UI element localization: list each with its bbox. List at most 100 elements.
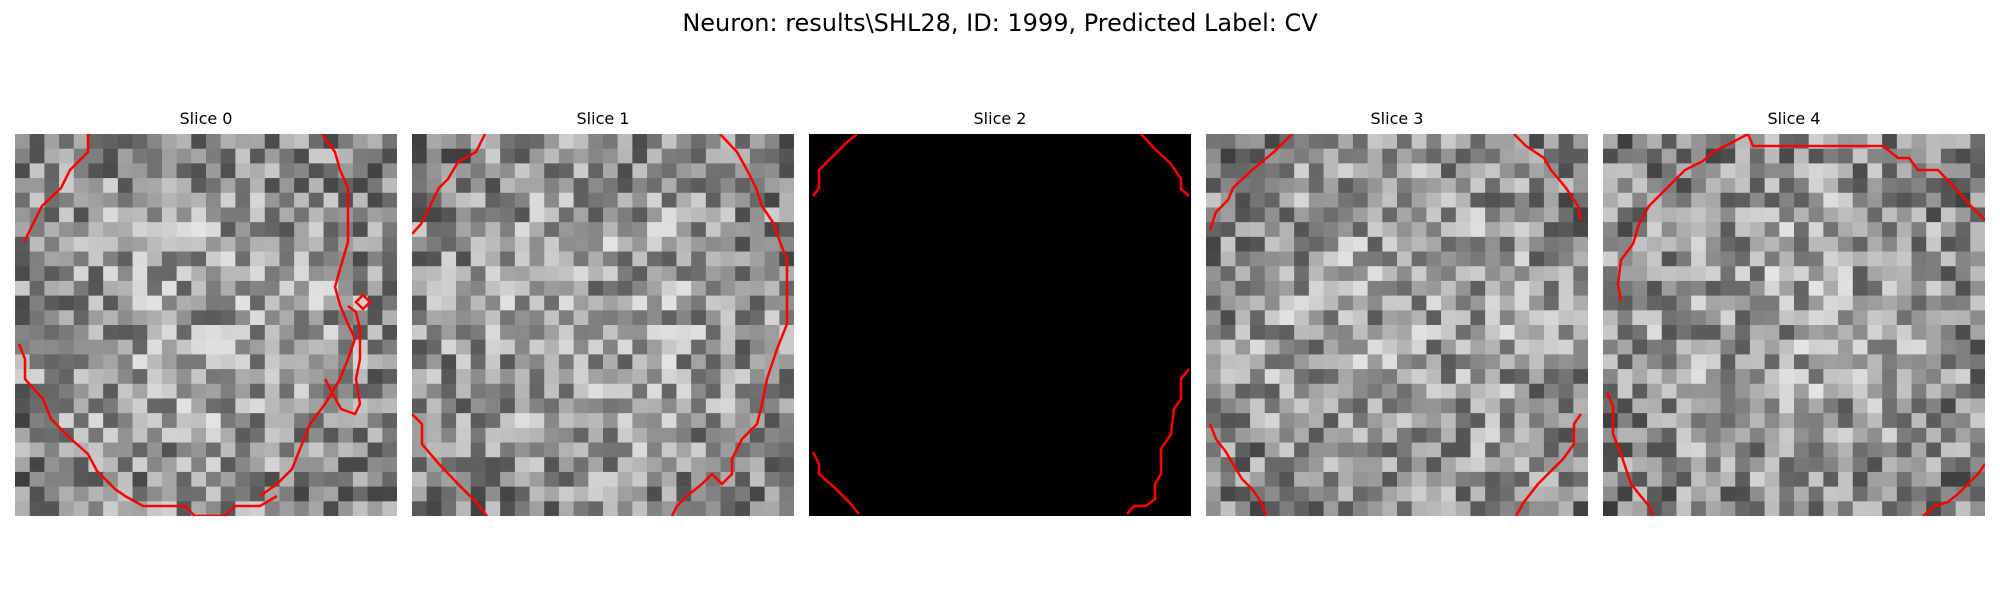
pixel — [1838, 310, 1854, 326]
pixel — [1323, 339, 1339, 355]
pixel — [117, 134, 134, 150]
pixel — [1617, 192, 1633, 209]
pixel — [338, 442, 354, 458]
pixel — [1867, 178, 1883, 194]
pixel — [1882, 486, 1898, 502]
pixel — [1235, 207, 1251, 223]
pixel — [1867, 148, 1883, 164]
pixel — [764, 310, 780, 326]
pixel — [1896, 251, 1913, 267]
pixel — [1852, 413, 1869, 429]
pixel — [1647, 471, 1663, 488]
pixel — [176, 192, 192, 209]
pixel — [1264, 280, 1281, 297]
pixel — [103, 222, 119, 238]
pixel — [617, 192, 633, 209]
pixel — [191, 339, 207, 355]
pixel — [647, 178, 663, 194]
pixel — [29, 413, 45, 429]
pixel — [1794, 207, 1810, 223]
pixel — [1955, 325, 1971, 341]
pixel — [1499, 369, 1516, 385]
pixel — [1411, 236, 1427, 253]
pixel — [676, 457, 692, 473]
pixel — [558, 471, 575, 488]
pixel — [206, 486, 222, 502]
pixel — [1617, 222, 1633, 238]
pixel — [1382, 501, 1398, 516]
pixel — [705, 163, 722, 179]
pixel — [147, 207, 163, 223]
pixel — [191, 398, 207, 414]
pixel — [1543, 251, 1560, 267]
pixel — [1250, 339, 1266, 355]
pixel — [1441, 383, 1457, 400]
pixel — [1764, 178, 1780, 194]
pixel — [308, 280, 325, 297]
pixel — [1235, 178, 1251, 194]
pixel — [1235, 339, 1251, 355]
pixel — [1499, 148, 1516, 164]
pixel — [59, 383, 75, 400]
pixel — [1661, 192, 1678, 209]
pixel — [132, 163, 148, 179]
pixel — [323, 266, 339, 282]
pixel — [279, 178, 295, 194]
pixel — [1426, 471, 1442, 488]
pixel — [1455, 148, 1472, 164]
pixel — [1647, 486, 1663, 502]
pixel — [250, 413, 266, 429]
pixel — [191, 280, 207, 297]
pixel — [1323, 251, 1339, 267]
pixel — [1529, 236, 1545, 253]
pixel — [1543, 457, 1560, 473]
pixel — [88, 471, 104, 488]
pixel — [1603, 398, 1619, 414]
pixel — [264, 134, 281, 150]
pixel — [412, 442, 428, 458]
pixel — [73, 339, 90, 355]
pixel — [470, 383, 487, 400]
pixel — [1896, 442, 1913, 458]
pixel — [1940, 413, 1957, 429]
pixel — [1250, 207, 1266, 223]
pixel — [1970, 192, 1985, 209]
pixel — [647, 222, 663, 238]
pixel — [147, 383, 163, 400]
pixel — [1573, 266, 1588, 282]
pixel — [661, 251, 678, 267]
pixel — [220, 486, 236, 502]
pixel — [1661, 457, 1678, 473]
pixel — [382, 369, 397, 385]
pixel — [367, 413, 383, 429]
pixel — [264, 310, 281, 326]
pixel — [1499, 442, 1516, 458]
pixel — [441, 486, 457, 502]
pixel — [1676, 280, 1692, 297]
pixel — [367, 280, 383, 297]
pixel — [1794, 280, 1810, 297]
pixel — [88, 222, 104, 238]
pixel — [279, 383, 295, 400]
pixel — [441, 325, 457, 341]
pixel — [749, 442, 766, 458]
pixel — [1896, 457, 1913, 473]
pixel — [720, 325, 736, 341]
slice-1-contour-right — [670, 134, 789, 516]
pixel — [147, 325, 163, 341]
pixel — [1705, 383, 1722, 400]
pixel — [44, 486, 60, 502]
pixel — [1720, 369, 1736, 385]
pixel — [1691, 222, 1707, 238]
pixel — [647, 486, 663, 502]
pixel — [426, 325, 442, 341]
pixel — [1896, 471, 1913, 488]
pixel — [279, 501, 295, 516]
pixel — [1691, 354, 1707, 370]
pixel — [176, 501, 192, 516]
pixel — [470, 442, 487, 458]
pixel — [426, 295, 442, 311]
pixel — [470, 178, 487, 194]
pixel — [500, 178, 516, 194]
pixel — [603, 398, 619, 414]
